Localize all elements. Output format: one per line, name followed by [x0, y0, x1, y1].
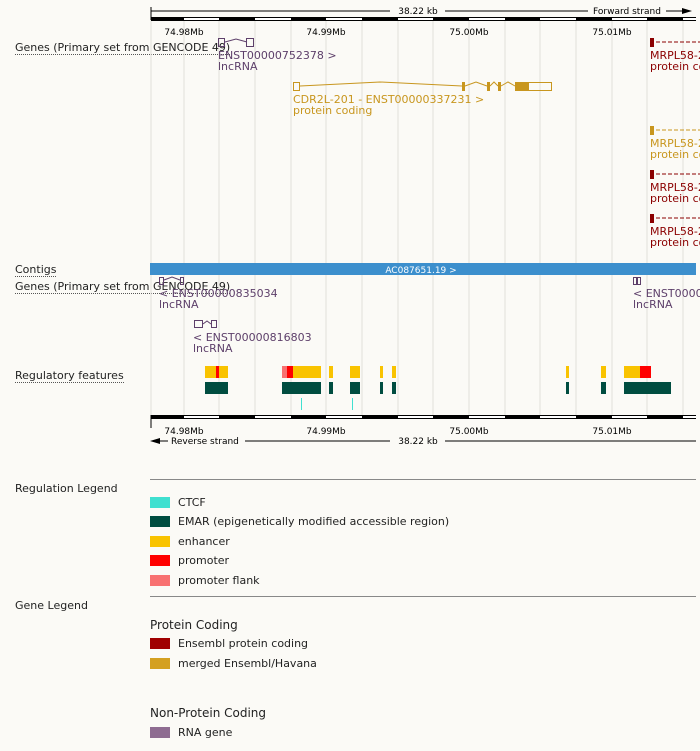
enhancer-feature [350, 366, 360, 378]
bottom-scale-bar [150, 415, 696, 444]
legend-label: merged Ensembl/Havana [178, 657, 317, 670]
legend-label: EMAR (epigenetically modified accessible… [178, 515, 450, 528]
tick-label: 74.98Mb [164, 427, 204, 437]
bottom-span-label: 38.22 kb [398, 437, 438, 447]
gene-id: MRPL58-2 [650, 49, 700, 62]
promoter-feature [287, 366, 293, 378]
gene-mrpl58-d[interactable]: MRPL58-2 protein co [650, 214, 700, 249]
gene-id: < ENST00000835034 [159, 287, 278, 300]
tick-label: 75.00Mb [449, 427, 489, 437]
legend-label: promoter flank [178, 574, 260, 587]
legend-label: enhancer [178, 535, 230, 548]
enhancer-feature [566, 366, 569, 378]
tick-label: 75.01Mb [592, 28, 632, 38]
gene-type: protein coding [293, 104, 372, 117]
legend-swatch [150, 727, 170, 738]
legend-swatch [150, 497, 170, 508]
tick-label: 75.01Mb [592, 427, 632, 437]
gene-legend-title: Gene Legend [15, 599, 88, 612]
gene-enst00000752378[interactable]: ENST00000752378 > lncRNA [218, 38, 337, 74]
legend-swatch [150, 555, 170, 566]
enhancer-feature [601, 366, 606, 378]
emar-feature [601, 382, 606, 394]
legend-swatch [150, 516, 170, 527]
gene-type: protein co [650, 192, 700, 205]
legend-swatch [150, 658, 170, 669]
contig-ac087651[interactable]: AC087651.19 > [150, 263, 696, 276]
gene-enst00000835034[interactable]: < ENST00000835034 lncRNA [159, 276, 278, 311]
legend-divider [150, 479, 696, 480]
promoter-feature [216, 366, 219, 378]
track-label-regulatory[interactable]: Regulatory features [15, 369, 124, 383]
gene-type: lncRNA [633, 298, 673, 311]
gene-enst0000-right[interactable]: < ENST0000 lncRNA [633, 277, 700, 312]
legend-label: RNA gene [178, 726, 233, 739]
track-label-contigs[interactable]: Contigs [15, 263, 57, 277]
gene-mrpl58-b[interactable]: MRPL58-2 protein co [650, 126, 700, 161]
tick-label: 75.00Mb [449, 28, 489, 38]
gene-type: protein co [650, 60, 700, 73]
enhancer-feature [329, 366, 333, 378]
gene-mrpl58-a[interactable]: MRPL58-2 protein co [650, 38, 700, 73]
gene-id: CDR2L-201 - ENST00000337231 > [293, 93, 484, 106]
emar-feature [282, 382, 321, 394]
track-label-genes-reverse[interactable]: Genes (Primary set from GENCODE 49) [15, 280, 231, 294]
gene-type: lncRNA [193, 342, 233, 355]
top-scale-bar [150, 7, 696, 21]
tick-label: 74.99Mb [306, 28, 346, 38]
gene-type: lncRNA [159, 298, 199, 311]
legend-swatch [150, 638, 170, 649]
legend-swatch [150, 536, 170, 547]
gene-id: < ENST00000816803 [193, 331, 312, 344]
forward-strand-label: Forward strand [593, 7, 661, 17]
enhancer-feature [392, 366, 396, 378]
regulatory-features[interactable] [205, 366, 671, 410]
gene-enst00000816803[interactable]: < ENST00000816803 lncRNA [193, 320, 312, 356]
gene-type: lncRNA [218, 60, 258, 73]
genome-track-view: 38.22 kb Forward strand 74.98Mb 74.99Mb … [150, 7, 700, 447]
emar-feature [624, 382, 671, 394]
gridlines [150, 20, 684, 416]
contig-label: AC087651.19 > [385, 266, 456, 276]
gene-id: MRPL58-2 [650, 181, 700, 194]
gene-type: protein co [650, 148, 700, 161]
gene-id: MRPL58-2 [650, 137, 700, 150]
emar-feature [329, 382, 333, 394]
emar-feature [392, 382, 396, 394]
gene-type: protein co [650, 236, 700, 249]
reverse-strand-label: Reverse strand [171, 437, 239, 447]
tick-label: 74.99Mb [306, 427, 346, 437]
ctcf-feature [301, 398, 302, 410]
emar-feature [380, 382, 383, 394]
gene-id: MRPL58-2 [650, 225, 700, 238]
gene-id: < ENST0000 [633, 287, 700, 300]
tick-label: 74.98Mb [164, 28, 204, 38]
emar-feature [350, 382, 360, 394]
legend-label: Ensembl protein coding [178, 637, 309, 650]
ctcf-feature [352, 398, 353, 410]
protein-coding-heading: Protein Coding [150, 618, 238, 632]
legend-label: CTCF [178, 496, 206, 509]
gene-mrpl58-c[interactable]: MRPL58-2 protein co [650, 170, 700, 205]
promoter-feature [640, 366, 651, 378]
top-span-label: 38.22 kb [398, 7, 438, 17]
promoter-flank-feature [282, 366, 287, 378]
enhancer-feature [293, 366, 321, 378]
enhancer-feature [624, 366, 640, 378]
legend-swatch [150, 575, 170, 586]
legend-divider [150, 596, 696, 597]
regulation-legend-title: Regulation Legend [15, 482, 118, 495]
gene-id: ENST00000752378 > [218, 49, 337, 62]
legend-label: promoter [178, 554, 230, 567]
enhancer-feature [380, 366, 383, 378]
non-protein-coding-heading: Non-Protein Coding [150, 706, 267, 720]
track-label-genes-forward[interactable]: Genes (Primary set from GENCODE 49) [15, 41, 231, 55]
gene-cdr2l-201[interactable]: CDR2L-201 - ENST00000337231 > protein co… [293, 81, 552, 117]
emar-feature [566, 382, 569, 394]
emar-feature [205, 382, 228, 394]
